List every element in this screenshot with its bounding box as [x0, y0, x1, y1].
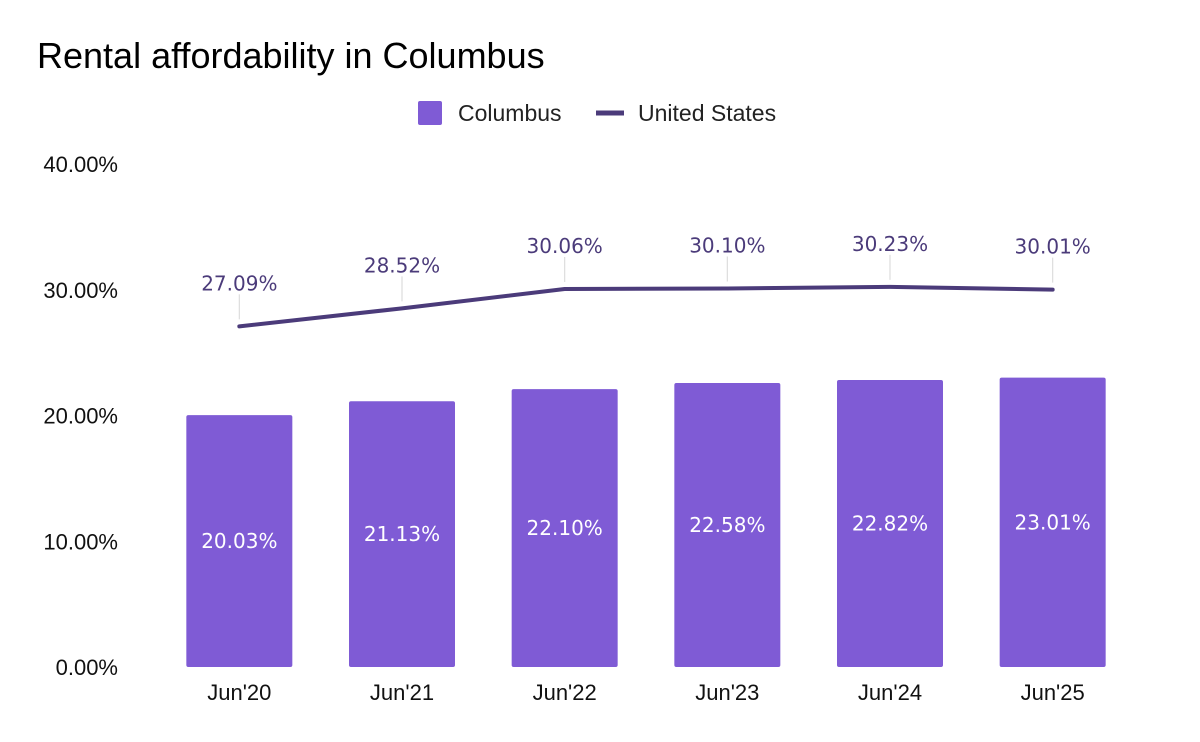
y-tick-label-2: 20.00% [43, 404, 118, 429]
bar-label-columbus-5: 23.01% [1015, 510, 1091, 534]
line-series-united-states [237, 284, 1055, 329]
bar-label-columbus-1: 21.13% [364, 522, 440, 546]
line-label-united-states-5: 30.01% [1015, 235, 1091, 259]
line-label-united-states-3: 30.10% [689, 233, 765, 257]
x-tick-label-5: Jun'25 [1021, 680, 1085, 705]
line-label-united-states-1: 28.52% [364, 253, 440, 277]
y-tick-label-0: 0.00% [56, 655, 118, 680]
legend-item-united-states: United States [596, 100, 776, 126]
line-label-united-states-4: 30.23% [852, 232, 928, 256]
line-label-united-states-2: 30.06% [527, 234, 603, 258]
x-axis: Jun'20 Jun'21 Jun'22 Jun'23 Jun'24 Jun'25 [207, 680, 1084, 705]
x-tick-label-4: Jun'24 [858, 680, 922, 705]
bar-label-columbus-0: 20.03% [201, 529, 277, 553]
bars-columbus [186, 377, 1106, 667]
bar-label-columbus-2: 22.10% [527, 516, 603, 540]
x-tick-label-1: Jun'21 [370, 680, 434, 705]
y-tick-label-1: 10.00% [43, 529, 118, 554]
bar-columbus-2 [511, 389, 618, 667]
y-tick-label-3: 30.00% [43, 278, 118, 303]
legend: Columbus United States [418, 100, 776, 126]
y-axis: 0.00% 10.00% 20.00% 30.00% 40.00% [43, 152, 118, 680]
legend-label-united-states: United States [638, 100, 776, 126]
bar-labels-columbus: 20.03% 21.13% 22.10% 22.58% 22.82% 23.01% [201, 510, 1091, 553]
line-united-states [237, 254, 1055, 329]
x-tick-label-3: Jun'23 [695, 680, 759, 705]
bar-columbus-5 [999, 377, 1106, 667]
bar-columbus-3 [674, 383, 781, 667]
bar-label-columbus-4: 22.82% [852, 512, 928, 536]
line-labels-united-states: 27.09% 28.52% 30.06% 30.10% 30.23% 30.01% [201, 232, 1091, 295]
chart-title: Rental affordability in Columbus [37, 35, 545, 76]
bar-columbus-0 [186, 415, 293, 667]
y-tick-label-4: 40.00% [43, 152, 118, 177]
legend-label-columbus: Columbus [458, 100, 562, 126]
line-label-united-states-0: 27.09% [201, 271, 277, 295]
legend-swatch-columbus [418, 101, 442, 125]
bar-columbus-4 [837, 380, 943, 667]
legend-item-columbus: Columbus [418, 100, 562, 126]
x-tick-label-2: Jun'22 [533, 680, 597, 705]
bar-label-columbus-3: 22.58% [689, 513, 765, 537]
bar-columbus-1 [349, 401, 455, 667]
x-tick-label-0: Jun'20 [207, 680, 271, 705]
